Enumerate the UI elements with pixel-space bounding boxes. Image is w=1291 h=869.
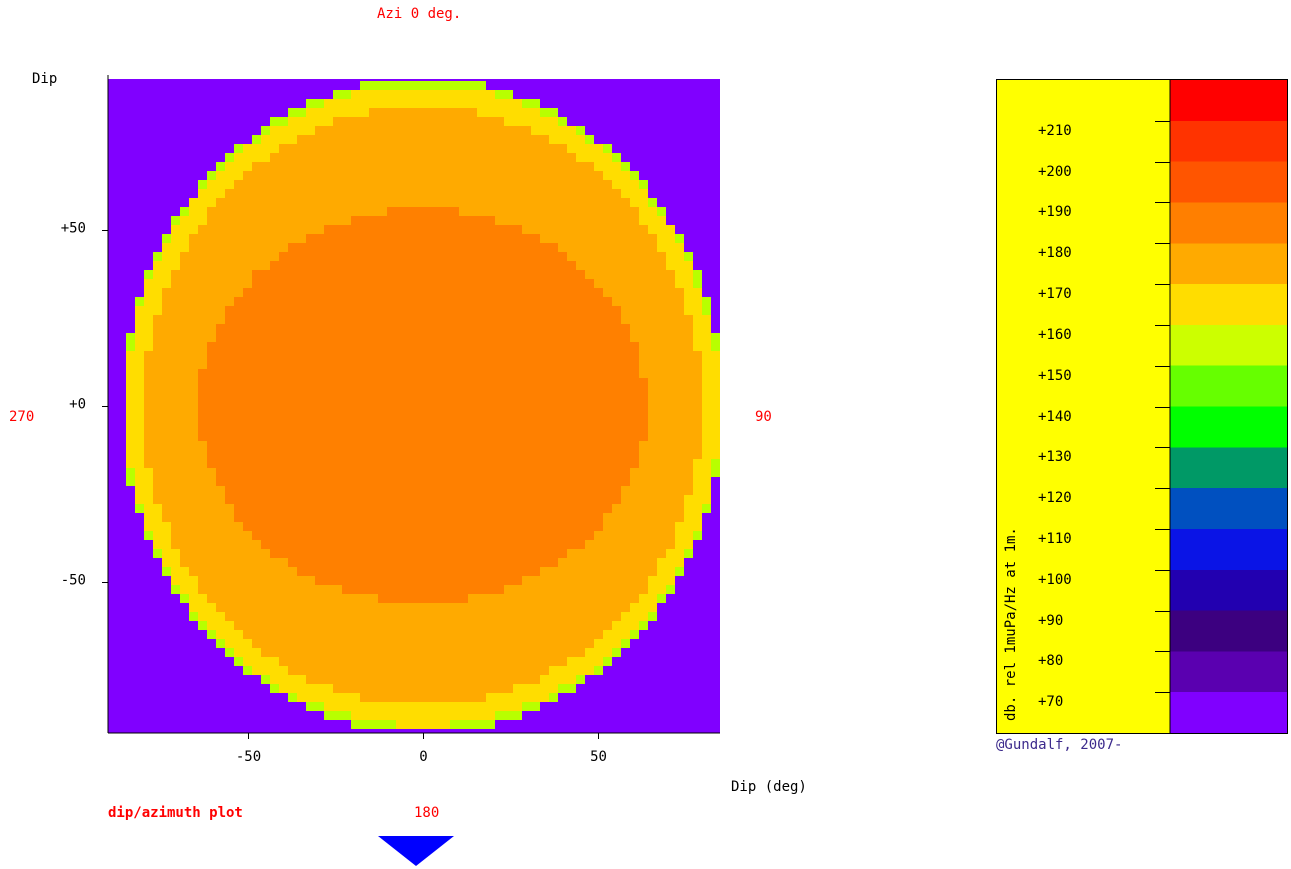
colorbar-swatch xyxy=(1170,447,1287,489)
colorbar-swatch xyxy=(1170,80,1287,122)
credit-text: @Gundalf, 2007- xyxy=(996,737,1123,753)
colorbar-swatch xyxy=(1170,406,1287,448)
colorbar-tick-label: +210 xyxy=(1038,122,1072,139)
colorbar-tick-label: +130 xyxy=(1038,449,1072,466)
colorbar-tick-label: +190 xyxy=(1038,204,1072,221)
colorbar-swatch xyxy=(1170,610,1287,652)
colorbar-swatch xyxy=(1170,202,1287,244)
colorbar-swatch xyxy=(1170,324,1287,367)
triangle-down-icon[interactable] xyxy=(378,836,454,866)
colorbar: +210 +200 +190 +180 +170 +160 +150 +140 +130 +120… xyxy=(996,79,1288,734)
x-tick-label: 50 xyxy=(590,749,607,765)
colorbar-tick-label: +100 xyxy=(1038,571,1072,588)
colorbar-swatch xyxy=(1170,284,1287,326)
colorbar-tick-label: +110 xyxy=(1038,530,1072,547)
colorbar-unit-label: db. rel 1muPa/Hz at 1m. xyxy=(1003,527,1019,721)
y-tick-label: +50 xyxy=(61,221,86,237)
colorbar-swatch xyxy=(1170,365,1287,407)
colorbar-tick-label: +160 xyxy=(1038,326,1072,343)
compass-left-label: 270 xyxy=(9,409,35,425)
colorbar-swatch xyxy=(1170,120,1287,163)
colorbar-swatch xyxy=(1170,692,1287,733)
colorbar-swatch xyxy=(1170,161,1287,203)
colorbar-tick-label: +180 xyxy=(1038,245,1072,262)
compass-bottom-label: 180 xyxy=(414,805,440,821)
colorbar-swatch xyxy=(1170,569,1287,612)
axis-layer: -50 0 50 +50 +0 -50 xyxy=(61,75,720,765)
plot-mode-label[interactable]: dip/azimuth plot xyxy=(108,805,243,821)
colorbar-tick-label: +120 xyxy=(1038,490,1072,507)
colorbar-tick-label: +90 xyxy=(1038,612,1064,629)
colorbar-tick-label: +70 xyxy=(1038,694,1064,711)
x-axis-title: Dip (deg) xyxy=(731,779,807,795)
colorbar-tick-label: +170 xyxy=(1038,286,1072,303)
colorbar-graphic xyxy=(1155,80,1287,733)
colorbar-swatch xyxy=(1170,651,1287,693)
colorbar-swatch xyxy=(1170,528,1287,571)
dip-azimuth-heatmap: -50 0 50 +50 +0 -50 xyxy=(61,75,720,765)
colorbar-tick-label: +150 xyxy=(1038,367,1072,384)
y-tick-label: +0 xyxy=(69,397,86,413)
colorbar-tick-label: +140 xyxy=(1038,408,1072,425)
contour-185 xyxy=(198,207,648,603)
compass-right-label: 90 xyxy=(755,409,772,425)
x-tick-label: 0 xyxy=(419,749,427,765)
y-tick-label: -50 xyxy=(61,573,86,589)
contour-layer xyxy=(126,81,720,729)
x-tick-label: -50 xyxy=(236,749,261,765)
y-axis-title: Dip xyxy=(32,71,58,87)
colorbar-tick-label: +200 xyxy=(1038,163,1072,180)
colorbar-swatch xyxy=(1170,243,1287,285)
colorbar-swatch xyxy=(1170,488,1287,530)
azimuth-title: Azi 0 deg. xyxy=(377,6,462,22)
colorbar-tick-label: +80 xyxy=(1038,653,1064,670)
